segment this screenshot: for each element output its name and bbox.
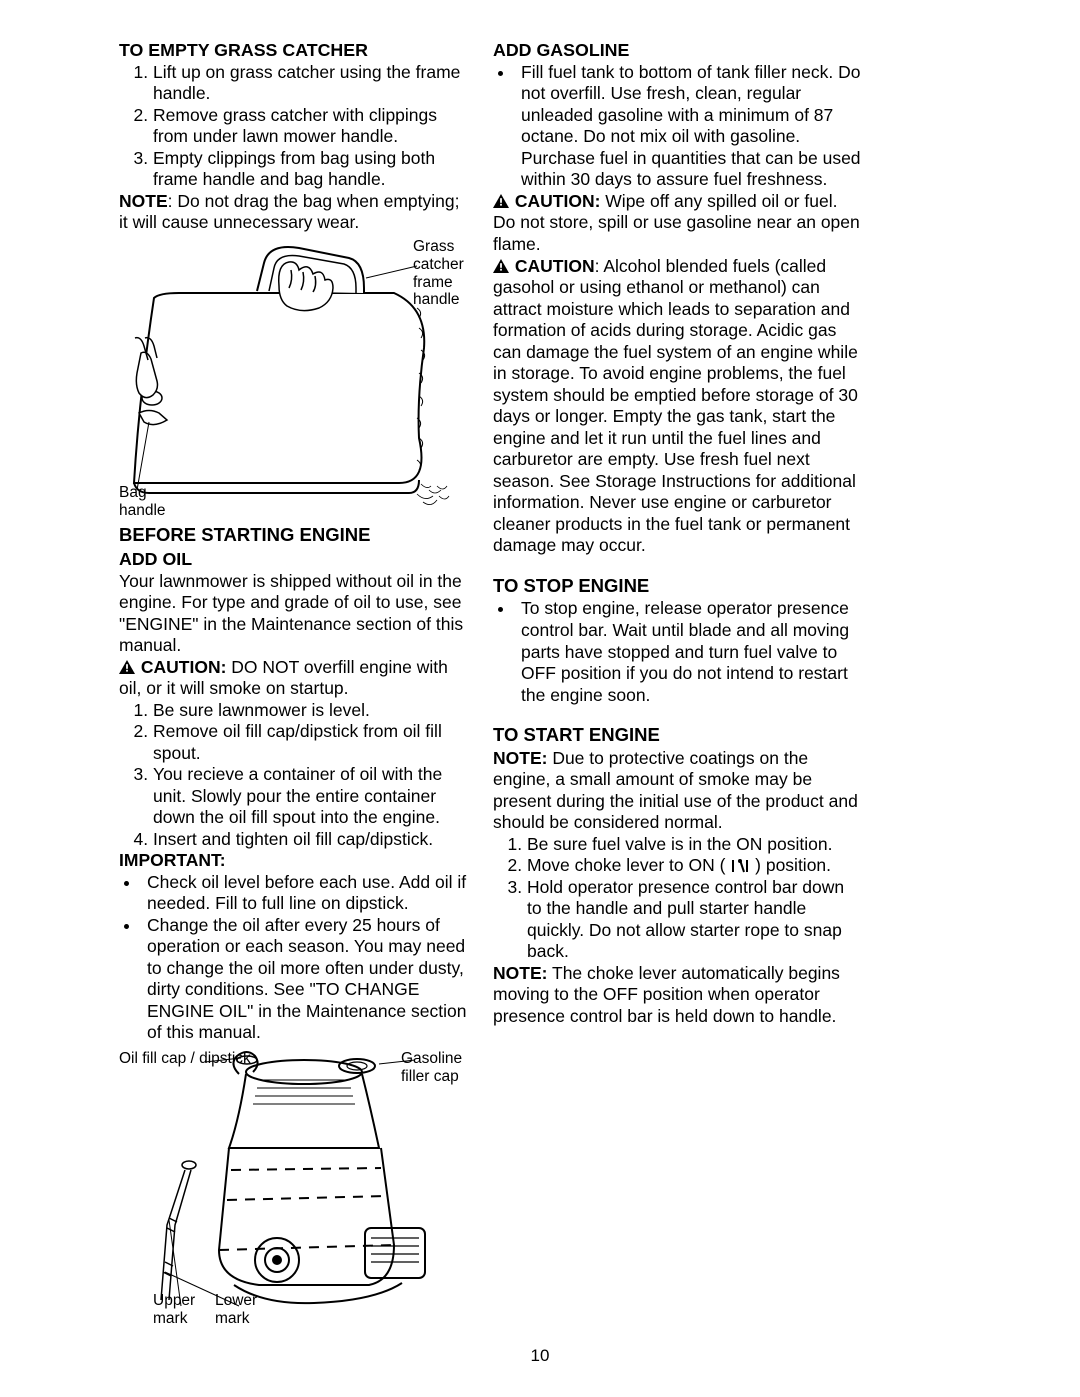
important-label: IMPORTANT: xyxy=(119,850,471,872)
caution-triangle-icon xyxy=(493,259,509,273)
caution-label: CAUTION xyxy=(515,256,595,276)
caution-triangle-icon xyxy=(119,660,135,674)
list-add-gasoline: Fill fuel tank to bottom of tank filler … xyxy=(493,62,863,191)
note-empty: NOTE: Do not drag the bag when emptying;… xyxy=(119,191,471,234)
list-item: Move choke lever to ON ( ) position. xyxy=(527,855,863,877)
caution-spill: CAUTION: Wipe off any spilled oil or fue… xyxy=(493,191,863,256)
heading-start-engine: TO START ENGINE xyxy=(493,724,863,747)
list-stop-engine: To stop engine, release operator presenc… xyxy=(493,598,863,706)
list-item: Remove oil fill cap/dipstick from oil fi… xyxy=(153,721,471,764)
list-add-oil: Be sure lawnmower is level. Remove oil f… xyxy=(119,700,471,851)
figure-label-upper-mark: Upper mark xyxy=(153,1292,201,1328)
paragraph-add-oil: Your lawnmower is shipped without oil in… xyxy=(119,571,471,657)
figure-engine: Oil fill cap / dipstick Gasoline filler … xyxy=(119,1050,471,1324)
heading-add-gasoline: ADD GASOLINE xyxy=(493,40,863,62)
engine-illustration xyxy=(119,1050,471,1324)
figure-label-grass-handle: Grass catcher frame handle xyxy=(413,238,475,309)
list-item: Empty clippings from bag using both fram… xyxy=(153,148,471,191)
manual-page: TO EMPTY GRASS CATCHER Lift up on grass … xyxy=(0,0,1080,1397)
note-label: NOTE: xyxy=(493,963,547,983)
figure-grass-catcher: Grass catcher frame handle Bag handle xyxy=(119,238,471,518)
list-item-text-a: Move choke lever to ON ( xyxy=(527,855,725,875)
note-start: NOTE: Due to protective coatings on the … xyxy=(493,748,863,834)
list-item: Change the oil after every 25 hours of o… xyxy=(141,915,471,1044)
note-label: NOTE: xyxy=(493,748,547,768)
figure-label-lower-mark: Lower mark xyxy=(215,1292,263,1328)
list-important: Check oil level before each use. Add oil… xyxy=(119,872,471,1044)
note-label: NOTE xyxy=(119,191,168,211)
list-item: Be sure fuel valve is in the ON position… xyxy=(527,834,863,856)
caution-oil: CAUTION: DO NOT overfill engine with oil… xyxy=(119,657,471,700)
caution-text: : Alcohol blended fuels (called gasohol … xyxy=(493,256,858,556)
list-start-engine: Be sure fuel valve is in the ON position… xyxy=(493,834,863,963)
caution-triangle-icon xyxy=(493,194,509,208)
note-text: Due to protective coatings on the engine… xyxy=(493,748,858,833)
note-choke: NOTE: The choke lever automatically begi… xyxy=(493,963,863,1028)
caution-alcohol: CAUTION: Alcohol blended fuels (called g… xyxy=(493,256,863,557)
choke-on-icon xyxy=(730,858,750,874)
right-column: ADD GASOLINE Fill fuel tank to bottom of… xyxy=(493,38,863,1324)
left-column: TO EMPTY GRASS CATCHER Lift up on grass … xyxy=(119,38,471,1324)
heading-empty-grass-catcher: TO EMPTY GRASS CATCHER xyxy=(119,40,471,62)
page-number: 10 xyxy=(0,1346,1080,1367)
figure-label-oil-cap: Oil fill cap / dipstick xyxy=(119,1050,251,1068)
list-empty-grass-catcher: Lift up on grass catcher using the frame… xyxy=(119,62,471,191)
caution-label: CAUTION: xyxy=(141,657,227,677)
list-item: Fill fuel tank to bottom of tank filler … xyxy=(515,62,863,191)
list-item-text-b: ) position. xyxy=(755,855,831,875)
list-item: Check oil level before each use. Add oil… xyxy=(141,872,471,915)
two-column-layout: TO EMPTY GRASS CATCHER Lift up on grass … xyxy=(119,38,984,1324)
list-item: To stop engine, release operator presenc… xyxy=(515,598,863,706)
list-item: You recieve a container of oil with the … xyxy=(153,764,471,829)
list-item: Remove grass catcher with clippings from… xyxy=(153,105,471,148)
list-item: Lift up on grass catcher using the frame… xyxy=(153,62,471,105)
heading-add-oil: ADD OIL xyxy=(119,549,471,571)
caution-label: CAUTION: xyxy=(515,191,601,211)
list-item: Insert and tighten oil fill cap/dipstick… xyxy=(153,829,471,851)
list-item: Hold operator presence control bar down … xyxy=(527,877,863,963)
heading-stop-engine: TO STOP ENGINE xyxy=(493,575,863,598)
figure-label-bag-handle: Bag handle xyxy=(119,484,179,520)
note-text: : Do not drag the bag when emptying; it … xyxy=(119,191,459,233)
list-item: Be sure lawnmower is level. xyxy=(153,700,471,722)
heading-before-starting-engine: BEFORE STARTING ENGINE xyxy=(119,524,471,547)
figure-label-gas-cap: Gasoline filler cap xyxy=(401,1050,471,1086)
